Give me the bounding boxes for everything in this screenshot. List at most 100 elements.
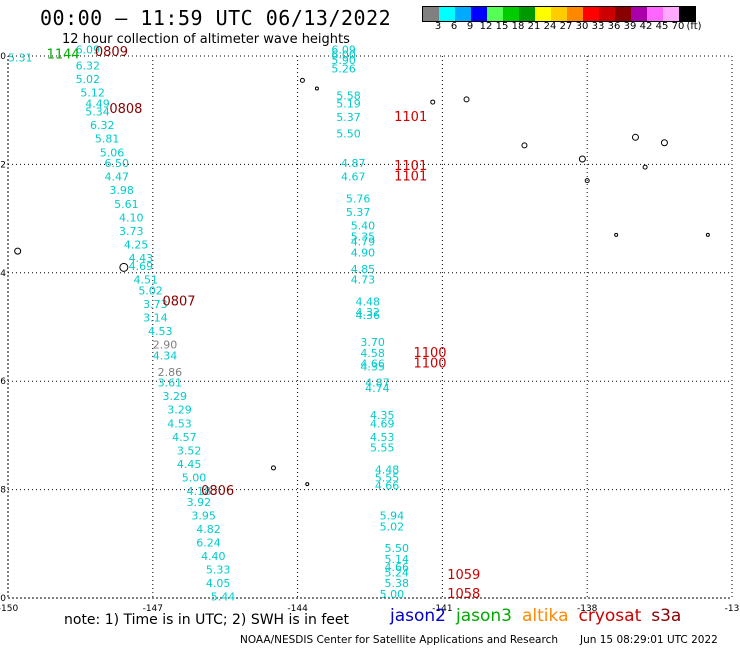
wave-height-value: 3.73 (143, 298, 168, 311)
wave-height-value: 4.35 (370, 409, 395, 422)
wave-height-value: 5.90 (331, 54, 356, 67)
wave-height-value: 4.82 (196, 523, 221, 536)
wave-height-value: 4.69 (129, 260, 154, 273)
island-outline (119, 262, 129, 272)
latitude-tick-label: -26 (0, 377, 6, 387)
wave-height-value: 5.19 (336, 97, 361, 110)
wave-height-value: 4.49 (85, 97, 110, 110)
wave-height-value: 5.38 (384, 577, 409, 590)
map-frame (7, 55, 733, 599)
map-subtitle: 12 hour collection of altimeter wave hei… (62, 32, 350, 47)
satellite-legend: jason2 jason3 altika cryosat s3a (390, 606, 681, 626)
wave-height-value: 3.52 (177, 444, 202, 457)
track-time-label: 1101 (394, 159, 427, 174)
wave-height-value: 5.35 (351, 230, 376, 243)
wave-height-value: 4.18 (187, 485, 212, 498)
wave-height-value: 4.66 (375, 480, 400, 493)
colorbar-label: 24 (543, 21, 557, 32)
latitude-tick-label: -20 (0, 52, 6, 62)
wave-height-value: 4.79 (351, 236, 376, 249)
colorbar-label: 21 (527, 21, 541, 32)
wave-height-value: 5.02 (138, 284, 163, 297)
colorbar-swatch (599, 7, 615, 21)
longitude-tick-label: -144 (287, 604, 308, 614)
track-time-label: 0807 (162, 294, 195, 309)
colorbar-swatch (487, 7, 503, 21)
wave-height-value: 4.40 (201, 550, 226, 563)
wave-height-value: 5.55 (375, 471, 400, 484)
colorbar-swatch (679, 7, 695, 21)
wave-height-value: 6.09 (76, 43, 101, 56)
colorbar-swatch (551, 7, 567, 21)
wave-height-value: 3.61 (158, 377, 183, 390)
wave-height-value: 5.50 (336, 127, 361, 140)
colorbar-swatch (615, 7, 631, 21)
wave-height-value: 4.48 (356, 295, 381, 308)
wave-height-value: 5.14 (384, 553, 409, 566)
wave-height-value: 4.51 (133, 274, 158, 287)
wave-height-value: 3.29 (167, 404, 192, 417)
colorbar-label: 15 (495, 21, 509, 32)
island-outline (631, 133, 639, 141)
wave-height-value: 4.73 (351, 274, 376, 287)
wave-height-value: 4.53 (370, 431, 395, 444)
colorbar-label: 39 (623, 21, 637, 32)
latitude-tick-label: -28 (0, 486, 6, 496)
colorbar-swatch (423, 7, 439, 21)
island-outline (614, 232, 619, 237)
colorbar-label: 9 (466, 21, 474, 32)
wave-height-value: 4.32 (356, 306, 381, 319)
colorbar-label: 18 (511, 21, 525, 32)
satellite-legend-item: jason3 (456, 606, 512, 626)
wave-height-value: 5.76 (346, 192, 371, 205)
wave-height-value: 4.58 (360, 347, 385, 360)
wave-height-value: 5.61 (114, 198, 139, 211)
wave-height-value: 6.32 (90, 119, 115, 132)
wave-height-value: 3.92 (187, 496, 212, 509)
latitude-tick-label: -30 (0, 594, 6, 604)
wave-height-value: 4.05 (206, 577, 231, 590)
colorbar-swatch (663, 7, 679, 21)
wave-height-value: 4.67 (341, 171, 366, 184)
track-time-label: 1100 (413, 357, 446, 372)
wave-height-value: 5.00 (380, 588, 405, 601)
island-outline (660, 139, 668, 147)
colorbar-labels: 3 6 9 12 15 18 21 24 27 30 33 36 39 42 45 70 (ft) (422, 21, 740, 33)
island-outline (299, 77, 305, 83)
colorbar-swatch (503, 7, 519, 21)
wave-height-value: 5.02 (380, 520, 405, 533)
wave-height-value: 5.02 (76, 73, 101, 86)
colorbar (422, 6, 696, 22)
wave-height-value: 5.37 (346, 206, 371, 219)
colorbar-swatch (631, 7, 647, 21)
colorbar-swatch (567, 7, 583, 21)
wave-height-value: 3.70 (360, 336, 385, 349)
wave-height-value: 6.24 (196, 537, 221, 550)
track-time-label: 1059 (447, 568, 480, 583)
wave-height-value: 6.50 (105, 157, 129, 170)
colorbar-label: 45 (655, 21, 669, 32)
track-time-label: 1144 (47, 48, 80, 63)
colorbar-swatch (455, 7, 471, 21)
wave-height-value: 5.81 (95, 133, 120, 146)
wave-height-value: 4.85 (351, 263, 376, 276)
wave-height-value: 6.00 (331, 49, 356, 62)
island-outline (642, 164, 648, 170)
colorbar-label: 12 (479, 21, 493, 32)
wave-height-value: 5.34 (85, 106, 110, 119)
satellite-legend-item: cryosat (578, 606, 642, 626)
wave-height-value: 4.47 (105, 171, 129, 184)
wave-height-value: 4.43 (129, 252, 154, 265)
wave-height-value: 2.90 (153, 339, 178, 352)
island-outline (584, 178, 590, 184)
wave-height-value: 4.36 (356, 309, 381, 322)
wave-height-value: 6.32 (76, 60, 101, 73)
wave-height-value: 4.69 (370, 417, 395, 430)
wave-height-value: 5.06 (100, 146, 125, 159)
island-outline (463, 96, 470, 103)
colorbar-label: (ft) (686, 21, 702, 32)
track-time-label: 1101 (394, 170, 427, 185)
colorbar-label: 70 (671, 21, 685, 32)
colorbar-swatch (583, 7, 599, 21)
